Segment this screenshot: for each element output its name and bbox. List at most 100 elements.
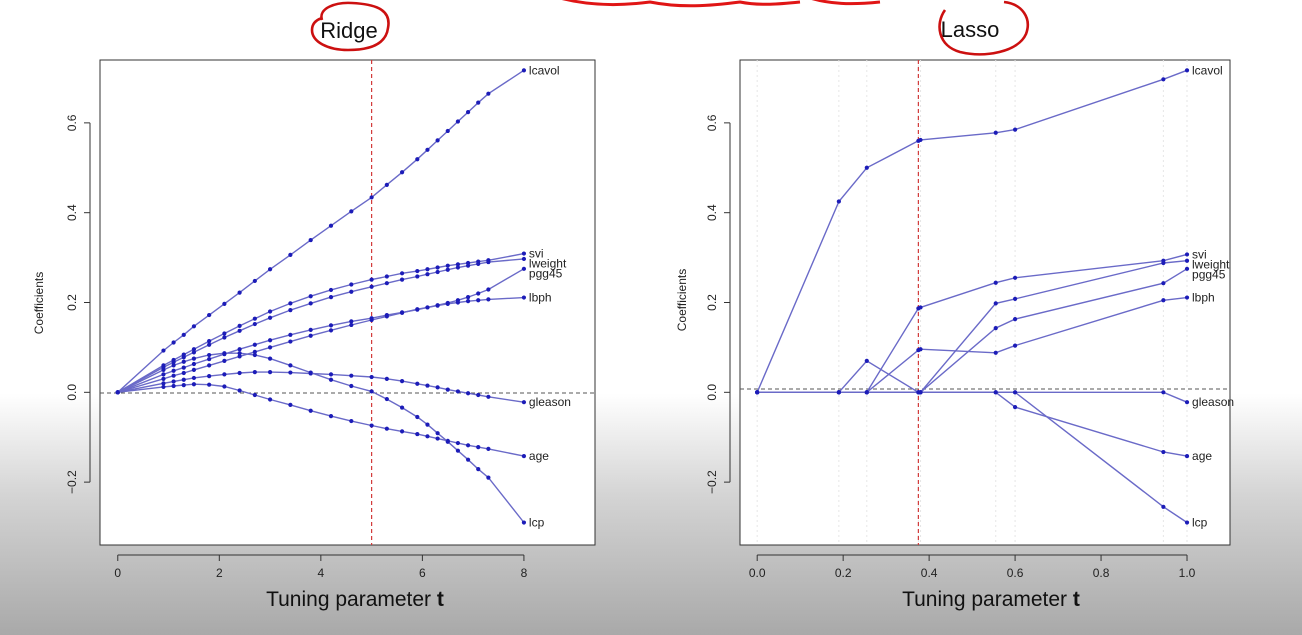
data-point-lweight [476, 261, 481, 266]
data-point-lbph [384, 314, 389, 319]
data-point-lcp [171, 363, 176, 368]
data-point-gleason [252, 370, 257, 375]
data-point-lweight [181, 355, 186, 360]
data-point-lcavol [191, 324, 197, 329]
data-point-svi [1184, 252, 1190, 257]
data-point-lbph [161, 376, 166, 381]
data-point-lweight [435, 269, 440, 275]
data-point-lweight [486, 259, 491, 265]
data-point-lbph [328, 328, 334, 333]
data-point-svi [237, 323, 242, 328]
data-point-age [369, 423, 374, 428]
data-point-lcavol [864, 165, 869, 170]
data-point-lcp [445, 439, 450, 444]
data-point-lcp [1012, 390, 1018, 395]
data-point-gleason [328, 372, 334, 377]
data-point-age [521, 453, 527, 459]
data-point-age [288, 402, 293, 407]
ridge-y-axis-label: Coefficients [32, 272, 46, 334]
data-point-svi [369, 277, 374, 282]
data-point-lcavol [328, 223, 334, 228]
data-point-svi [349, 282, 354, 287]
series-label-lbph: lbph [529, 291, 552, 305]
data-point-lcavol [455, 119, 461, 124]
x-tick-label: 8 [521, 566, 528, 580]
data-point-svi [455, 262, 461, 267]
data-point-pgg45 [308, 327, 313, 332]
data-point-svi [1012, 275, 1018, 280]
series-label-age: age [529, 449, 549, 463]
x-tick-label: 1.0 [1179, 566, 1196, 580]
ridge-title: Ridge [320, 18, 377, 43]
data-point-age [267, 397, 273, 402]
data-point-gleason [1161, 390, 1166, 395]
data-point-svi [252, 316, 257, 321]
data-point-pgg45 [993, 325, 998, 331]
data-point-lcp [237, 351, 242, 356]
data-point-pgg45 [486, 287, 491, 292]
lasso-x-axis-label: Tuning parameter t [902, 588, 1080, 611]
data-point-pgg45 [465, 295, 471, 300]
data-point-lcp [521, 520, 527, 525]
series-label-lcp: lcp [1192, 516, 1208, 530]
data-point-gleason [465, 391, 471, 396]
y-tick-label: 0.2 [65, 294, 79, 311]
data-point-lcp [222, 351, 227, 356]
data-point-lcp [181, 359, 186, 364]
series-label-lbph: lbph [1192, 291, 1215, 305]
data-point-lweight [445, 267, 450, 272]
data-point-lbph [267, 345, 273, 350]
data-point-lcp [864, 390, 869, 395]
data-point-gleason [349, 373, 354, 378]
red-scribble-left [561, 0, 801, 8]
data-point-lbph [181, 370, 186, 376]
data-point-lbph [465, 299, 471, 304]
data-point-lweight [384, 281, 389, 286]
x-tick-label: 0.6 [1007, 566, 1024, 580]
data-point-lcp [415, 414, 420, 420]
data-point-lbph [445, 301, 450, 306]
data-point-svi [384, 274, 389, 279]
series-line-lcp [117, 352, 525, 523]
data-point-age [465, 443, 471, 448]
data-point-lcavol [349, 209, 354, 214]
data-point-age [1184, 453, 1190, 459]
data-point-age [171, 383, 176, 389]
data-point-lcavol [207, 312, 212, 318]
data-point-lcp [918, 390, 923, 395]
data-point-lcp [1184, 520, 1190, 525]
data-point-pgg45 [207, 356, 212, 362]
x-tick-label: 6 [419, 566, 426, 580]
data-point-pgg45 [252, 342, 257, 347]
y-tick-label: 0.0 [705, 384, 719, 401]
x-tick-label: 0.0 [749, 566, 766, 580]
data-point-pgg45 [349, 319, 354, 324]
data-point-lcavol [252, 278, 257, 284]
data-point-pgg45 [1161, 281, 1166, 286]
data-point-lweight [207, 342, 212, 347]
data-point-gleason [435, 385, 440, 390]
data-point-lweight [425, 272, 430, 277]
data-point-pgg45 [1012, 317, 1018, 322]
data-point-lweight [288, 308, 293, 313]
data-point-lcavol [181, 332, 186, 337]
y-tick-label: −0.2 [65, 470, 79, 494]
x-tick-label: 4 [318, 566, 325, 580]
data-point-lbph [486, 297, 491, 302]
data-point-lweight [171, 360, 176, 365]
data-point-lweight [415, 274, 420, 279]
x-tick-label: 0.8 [1093, 566, 1110, 580]
data-point-lcavol [476, 100, 481, 105]
x-tick-label: 0.4 [921, 566, 938, 580]
red-scribble-right [811, 0, 881, 6]
data-point-gleason [521, 400, 527, 405]
data-point-svi [415, 268, 420, 274]
series-label-pgg45: pgg45 [529, 267, 563, 281]
data-point-lbph [222, 358, 227, 363]
data-point-lcp [288, 363, 293, 368]
data-point-lcavol [445, 128, 450, 134]
data-point-lcp [191, 356, 197, 361]
